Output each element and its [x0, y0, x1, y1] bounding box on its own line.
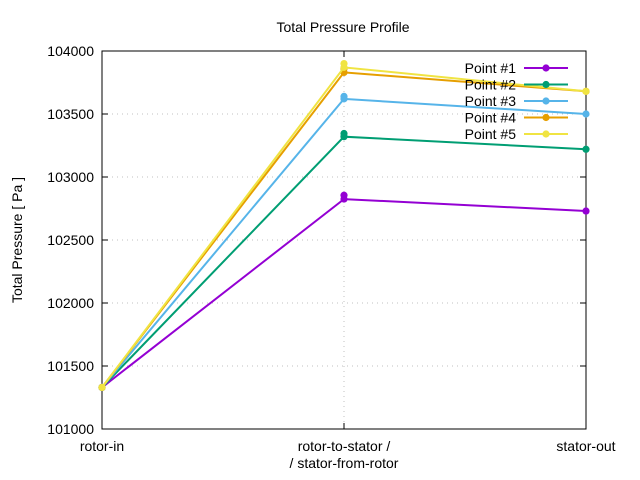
legend-item-5: Point #5 — [465, 126, 568, 142]
legend-item-1: Point #1 — [465, 60, 568, 76]
legend-marker — [542, 80, 550, 89]
data-point — [98, 383, 106, 392]
legend-item-3: Point #3 — [465, 93, 568, 109]
data-point — [340, 60, 348, 68]
x-tick-label: rotor-to-stator / / stator-from-rotor — [290, 438, 399, 471]
y-axis-label: Total Pressure [ Pa ] — [9, 177, 25, 303]
series — [98, 60, 590, 392]
data-point — [340, 191, 348, 199]
y-tick-label: 101000 — [47, 421, 94, 437]
legend-marker — [542, 113, 550, 122]
legend-item-2: Point #2 — [465, 77, 568, 93]
data-point — [582, 87, 590, 95]
y-tick-label: 103500 — [47, 106, 94, 122]
legend-label: Point #2 — [465, 77, 517, 93]
x-tick-label: rotor-in — [80, 438, 124, 454]
legend-marker — [542, 97, 550, 105]
y-tick-label: 102000 — [47, 295, 94, 311]
series-line — [101, 97, 587, 389]
y-tick-label: 101500 — [47, 358, 94, 374]
axis-ticks — [101, 50, 587, 430]
data-point — [582, 145, 590, 153]
y-tick-labels: 101000 101500 102000 102500 103000 103500 1040… — [47, 43, 94, 437]
data-point — [582, 207, 590, 215]
legend-label: Point #4 — [465, 110, 517, 126]
legend-label: Point #3 — [465, 93, 517, 109]
legend-label: Point #5 — [465, 126, 517, 142]
data-point — [582, 110, 590, 118]
x-tick-labels: rotor-in rotor-to-stator / / stator-from-r… — [80, 438, 616, 471]
series-5 — [98, 60, 590, 392]
chart-title: Total Pressure Profile — [276, 19, 409, 35]
y-tick-label: 103000 — [47, 169, 94, 185]
legend-item-4: Point #4 — [465, 110, 568, 126]
legend-marker — [542, 64, 550, 72]
data-point — [340, 129, 348, 138]
y-tick-label: 102500 — [47, 232, 94, 248]
x-tick-label: stator-out — [556, 438, 615, 454]
legend-label: Point #1 — [465, 60, 517, 76]
data-point — [340, 92, 348, 100]
y-tick-label: 104000 — [47, 43, 94, 59]
legend-marker — [542, 130, 550, 138]
series-line — [101, 135, 587, 389]
